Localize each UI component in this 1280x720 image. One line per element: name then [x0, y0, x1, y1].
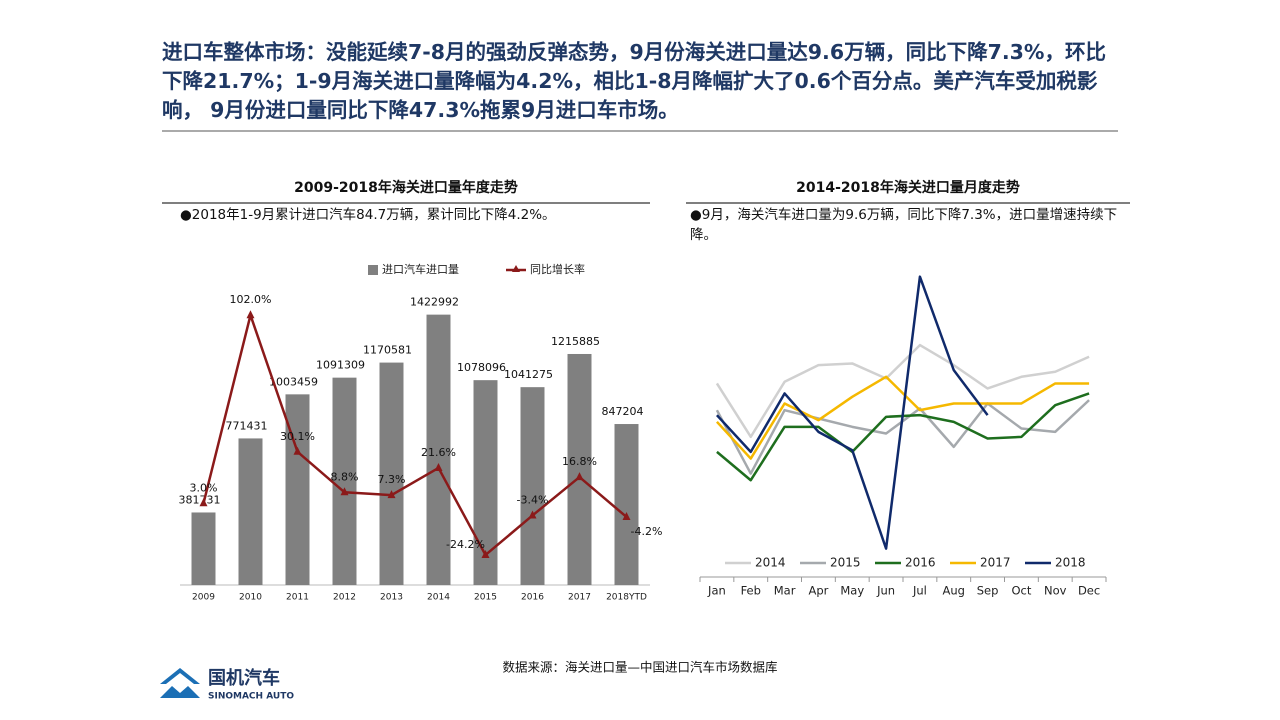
legend-label: 同比增长率 — [530, 262, 585, 276]
line-marker — [293, 446, 302, 455]
line-marker — [387, 490, 396, 499]
line-marker — [481, 549, 490, 558]
line-marker — [340, 487, 349, 496]
line-value-label: 102.0% — [230, 293, 272, 306]
bar — [285, 394, 310, 585]
x-tick-label: Dec — [1078, 584, 1100, 598]
bar — [332, 377, 357, 585]
line-value-label: 16.8% — [562, 455, 597, 468]
x-tick-label: 2015 — [474, 593, 497, 603]
x-tick-label: Jan — [707, 584, 726, 598]
x-tick-label: Feb — [741, 584, 761, 598]
bar-value-label: 1003459 — [269, 375, 318, 388]
line-value-label: 8.8% — [331, 470, 359, 483]
legend-label: 2016 — [905, 556, 936, 570]
x-tick-label: 2018YTD — [606, 593, 647, 603]
line-value-label: -4.2% — [631, 525, 663, 538]
x-tick-label: 2017 — [568, 593, 591, 603]
x-tick-label: Apr — [808, 584, 828, 598]
x-tick-label: 2014 — [427, 593, 450, 603]
bar-value-label: 1041275 — [504, 368, 553, 381]
line-value-label: -24.2% — [446, 538, 485, 551]
x-tick-label: 2011 — [286, 593, 309, 603]
headline: 进口车整体市场：没能延续7-8月的强劲反弹态势，9月份海关进口量达9.6万辆，同… — [162, 40, 1106, 122]
x-tick-label: Sep — [977, 584, 999, 598]
bar-value-label: 1170581 — [363, 344, 412, 357]
x-tick-label: 2016 — [521, 593, 544, 603]
legend-label: 2018 — [1055, 556, 1086, 570]
line-value-label: 3.0% — [190, 481, 218, 494]
x-tick-label: Jun — [876, 584, 895, 598]
x-tick-label: 2009 — [192, 593, 215, 603]
logo-sub: SINOMACH AUTO — [208, 692, 294, 702]
legend-swatch — [368, 265, 378, 275]
x-tick-label: Mar — [774, 584, 796, 598]
x-tick-label: May — [840, 584, 864, 598]
x-tick-label: Oct — [1011, 584, 1031, 598]
bar — [520, 387, 545, 585]
line-marker — [434, 462, 443, 471]
x-tick-label: 2010 — [239, 593, 262, 603]
logo-icon — [160, 668, 200, 698]
legend-label: 2014 — [755, 556, 786, 570]
x-tick-label: 2012 — [333, 593, 356, 603]
chart-title: 2009-2018年海关进口量年度走势 — [294, 179, 518, 196]
source: 数据来源：海关进口量—中国进口汽车市场数据库 — [502, 660, 777, 675]
chart-note: ●2018年1-9月累计进口汽车84.7万辆，累计同比下降4.2%。 — [180, 207, 556, 223]
line-marker — [575, 472, 584, 481]
logo-name: 国机汽车 — [208, 667, 280, 689]
bar — [567, 353, 592, 585]
legend-label: 2017 — [980, 556, 1011, 570]
line — [715, 275, 989, 550]
legend-label: 2015 — [830, 556, 861, 570]
line-value-label: -3.4% — [517, 493, 549, 506]
chart-title: 2014-2018年海关进口量月度走势 — [796, 179, 1020, 196]
line-value-label: 30.1% — [280, 430, 315, 443]
legend-swatch — [512, 265, 520, 272]
bar-value-label: 847204 — [602, 405, 644, 418]
x-tick-label: Nov — [1044, 584, 1067, 598]
line — [715, 375, 1090, 460]
line-value-label: 7.3% — [378, 473, 406, 486]
bar — [426, 314, 451, 585]
line — [202, 310, 628, 557]
bar — [379, 362, 404, 585]
line — [715, 343, 1090, 439]
bar-value-label: 381731 — [179, 493, 221, 506]
line-value-label: 21.6% — [421, 446, 456, 459]
chart-note: ●9月，海关汽车进口量为9.6万辆，同比下降7.3%，进口量增速持续下降。 — [690, 207, 1118, 243]
x-tick-label: Aug — [943, 584, 965, 598]
x-tick-label: 2013 — [380, 593, 403, 603]
line-marker — [199, 498, 208, 507]
line-marker — [528, 510, 537, 519]
x-tick-label: Jul — [912, 584, 927, 598]
legend-label: 进口汽车进口量 — [382, 262, 459, 276]
bar — [238, 438, 263, 585]
bar-value-label: 1215885 — [551, 335, 600, 348]
bar-value-label: 771431 — [226, 419, 268, 432]
bar — [191, 512, 216, 585]
bar-value-label: 1091309 — [316, 359, 365, 372]
bar — [614, 424, 639, 585]
line-marker — [246, 310, 255, 319]
bar-value-label: 1422992 — [410, 296, 459, 309]
line-marker — [622, 511, 631, 520]
bar-value-label: 1078096 — [457, 361, 506, 374]
